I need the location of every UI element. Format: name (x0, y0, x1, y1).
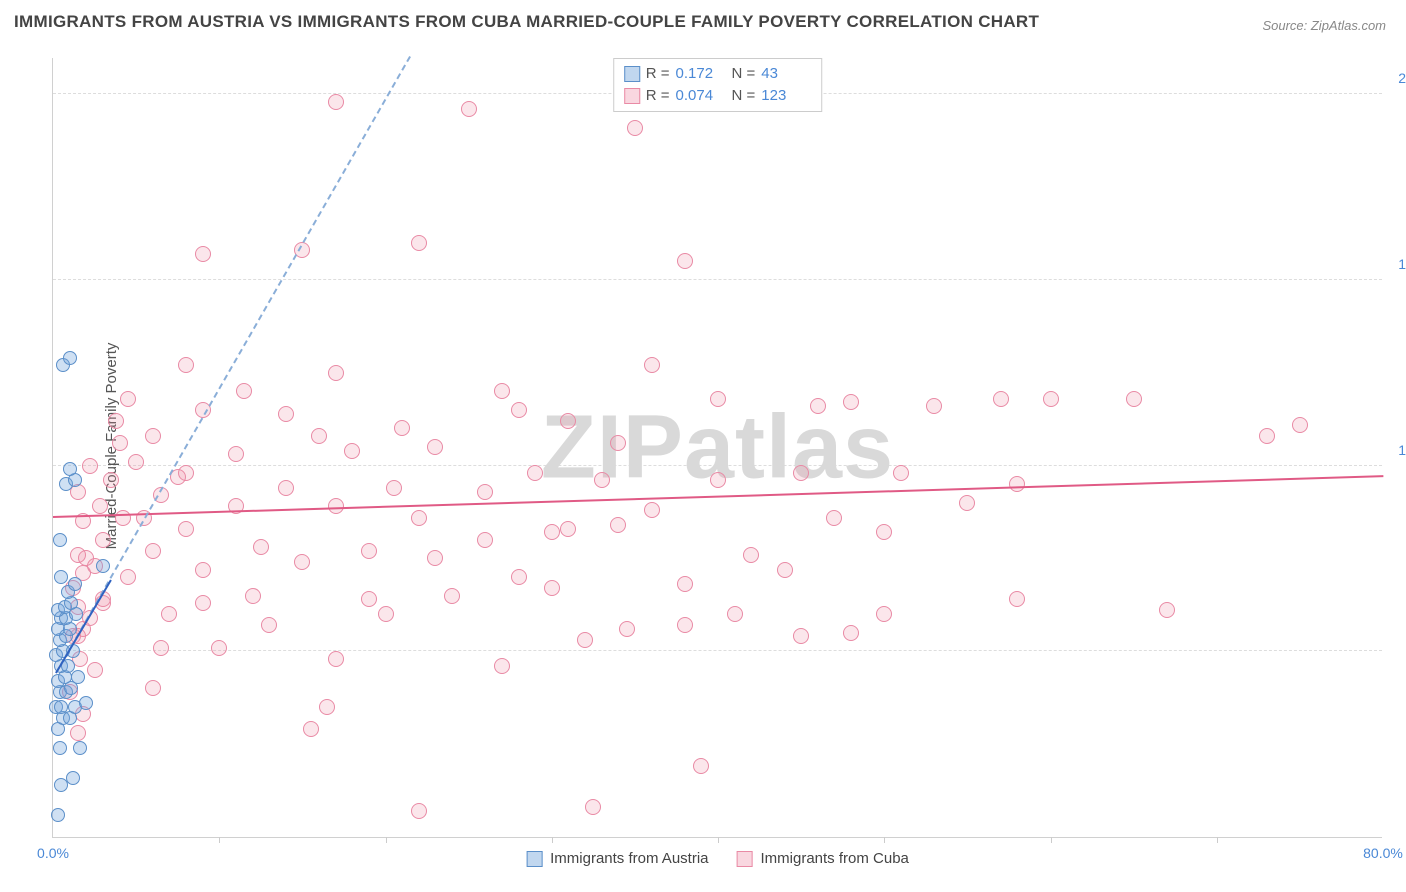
x-tick-label: 0.0% (37, 845, 69, 861)
trendline-cuba (53, 475, 1383, 518)
series-legend: Immigrants from Austria Immigrants from … (526, 850, 909, 867)
n-value-austria: 43 (761, 63, 811, 85)
n-label: N = (732, 85, 756, 107)
y-tick-label: 10.0% (1388, 442, 1406, 458)
legend-row-cuba: R = 0.074 N = 123 (624, 85, 812, 107)
x-tick-mark (1217, 837, 1218, 843)
x-tick-label: 80.0% (1363, 845, 1403, 861)
swatch-cuba (624, 88, 640, 104)
scatter-plot: ZIPatlas 5.0%10.0%15.0%20.0%0.0%80.0% R … (52, 58, 1382, 838)
legend-item-austria: Immigrants from Austria (526, 850, 708, 867)
chart-title: IMMIGRANTS FROM AUSTRIA VS IMMIGRANTS FR… (14, 12, 1039, 32)
trendline-austria (55, 579, 112, 673)
legend-label-cuba: Immigrants from Cuba (761, 850, 909, 867)
r-value-cuba: 0.074 (676, 85, 726, 107)
n-label: N = (732, 63, 756, 85)
source-attribution: Source: ZipAtlas.com (1262, 18, 1386, 33)
r-label: R = (646, 63, 670, 85)
swatch-cuba (737, 851, 753, 867)
swatch-austria (526, 851, 542, 867)
swatch-austria (624, 66, 640, 82)
n-value-cuba: 123 (761, 85, 811, 107)
y-tick-label: 5.0% (1388, 627, 1406, 643)
x-tick-mark (1051, 837, 1052, 843)
legend-row-austria: R = 0.172 N = 43 (624, 63, 812, 85)
x-tick-mark (219, 837, 220, 843)
r-value-austria: 0.172 (676, 63, 726, 85)
r-label: R = (646, 85, 670, 107)
correlation-legend: R = 0.172 N = 43 R = 0.074 N = 123 (613, 58, 823, 112)
x-tick-mark (552, 837, 553, 843)
x-tick-mark (884, 837, 885, 843)
legend-item-cuba: Immigrants from Cuba (737, 850, 909, 867)
y-tick-label: 20.0% (1388, 70, 1406, 86)
trend-lines-layer (53, 58, 1382, 837)
x-tick-mark (386, 837, 387, 843)
x-tick-mark (718, 837, 719, 843)
y-tick-label: 15.0% (1388, 256, 1406, 272)
legend-label-austria: Immigrants from Austria (550, 850, 708, 867)
